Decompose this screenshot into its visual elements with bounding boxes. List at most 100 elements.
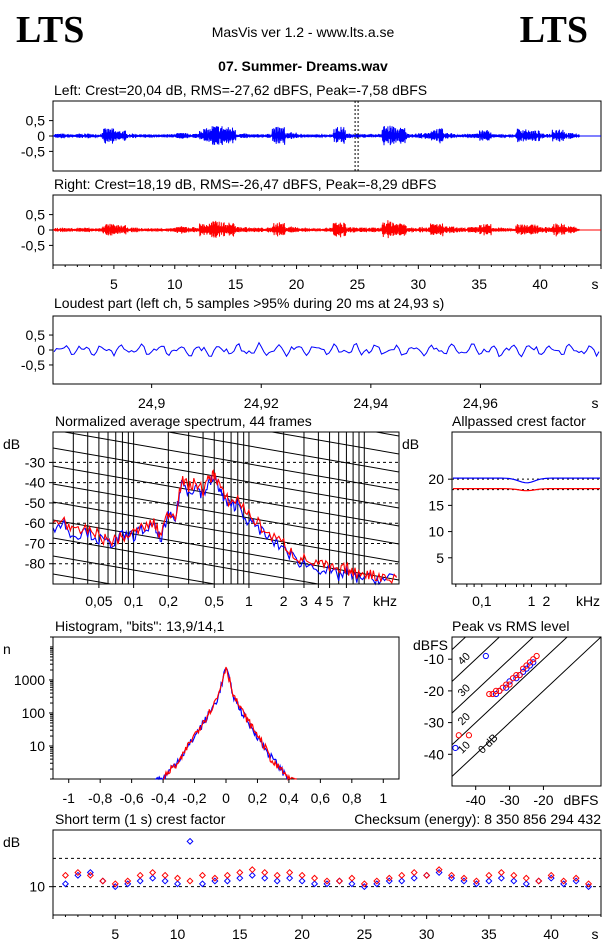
short-term-crest-point-blue [223, 877, 231, 885]
peak-vs-rms-ytick--20-label: -20 [424, 683, 444, 699]
short-term-crest-point-blue [311, 880, 319, 888]
peak-vs-rms-point-red [523, 662, 530, 669]
histogram-xtick-1: 1 [379, 790, 387, 806]
short-term-crest-xtick-20: 20 [294, 926, 310, 942]
short-term-crest-point-red [410, 868, 418, 877]
short-term-crest-point-blue [111, 883, 119, 891]
short-term-crest-point-red [99, 877, 107, 885]
short-term-crest-point-blue [435, 868, 443, 877]
right-waveform-ytick-0,5-label: 0,5 [26, 207, 46, 223]
short-term-crest-frame [52, 829, 602, 916]
histogram-frame [52, 636, 400, 780]
allpassed-crest-xtick-2: 2 [543, 593, 551, 609]
peak-vs-rms-frame [451, 636, 602, 787]
spectrum-xtick-0,05: 0,05 [85, 593, 112, 609]
left-waveform-trace [53, 125, 580, 146]
short-term-crest-point-red [323, 877, 331, 885]
loudest-part-xunit: s [592, 395, 599, 411]
short-term-crest-point-red [522, 874, 530, 882]
peak-vs-rms-point-red [489, 690, 496, 698]
left-waveform-ytick-0,5-label: 0,5 [26, 113, 46, 129]
short-term-crest-point-blue [74, 871, 82, 879]
short-term-crest-point-red [460, 874, 468, 882]
short-term-crest-point-blue [522, 880, 530, 888]
peak-vs-rms-point-blue [452, 744, 459, 752]
short-term-crest-xtick-15: 15 [232, 926, 248, 942]
short-term-crest-point-blue [335, 877, 343, 885]
spectrum-slope-line [53, 304, 399, 364]
left-waveform-title: Left: Crest=20,04 dB, RMS=-27,62 dBFS, P… [54, 82, 427, 98]
short-term-crest-point-red [298, 871, 306, 879]
peak-vs-rms-point-red [516, 671, 523, 679]
allpassed-crest-xtick-1: 1 [528, 593, 536, 609]
short-term-crest-point-red [423, 871, 431, 879]
right-waveform-xunit: s [592, 276, 599, 292]
spectrum-slope-line [53, 358, 399, 418]
short-term-crest-point-red [385, 874, 393, 882]
peak-vs-rms-diag-label-2: 20 [456, 711, 473, 728]
short-term-crest-point-red [472, 877, 480, 885]
short-term-crest-point-red [572, 874, 580, 882]
spectrum-slope-line [53, 519, 399, 581]
histogram-ylabel: n [3, 641, 11, 657]
peak-vs-rms-point-red [496, 687, 503, 694]
short-term-crest-point-blue [186, 837, 194, 845]
peak-vs-rms-point-red [486, 690, 493, 698]
allpassed-crest-xunit: kHz [576, 593, 600, 609]
spectrum-xtick-7: 7 [343, 593, 351, 609]
allpassed-crest-ytick-5-label: 5 [436, 550, 444, 566]
peak-vs-rms-point-red [499, 684, 506, 691]
peak-vs-rms-point-red [509, 675, 517, 682]
peak-vs-rms-point-blue [523, 665, 530, 672]
right-waveform-xtick-30: 30 [411, 276, 427, 292]
peak-vs-rms-point-blue [492, 690, 500, 698]
spectrum-slope-line [269, 432, 399, 455]
histogram-xtick-0,8: 0,8 [342, 790, 362, 806]
loudest-part-ytick--0,5-label: -0,5 [21, 357, 45, 373]
spectrum-xtick-1: 1 [245, 593, 253, 609]
short-term-crest-point-red [236, 868, 244, 877]
spectrum-slope-line [165, 432, 399, 473]
spectrum-slopes [53, 304, 399, 584]
spectrum-xtick-0,2: 0,2 [159, 593, 179, 609]
peak-vs-rms-diag-label-1: 30 [456, 682, 473, 699]
short-term-crest-point-red [448, 871, 456, 879]
loudest-part-ytick-0-label: 0 [37, 342, 45, 358]
short-term-crest-ylabel: dB [3, 834, 20, 850]
short-term-crest-point-blue [174, 880, 182, 888]
histogram-xtick-0,4: 0,4 [279, 790, 299, 806]
peak-vs-rms-diagonal-10 [452, 637, 568, 746]
short-term-crest-point-blue [124, 880, 132, 888]
short-term-crest-point-blue [286, 874, 294, 882]
histogram-xtick--0,6: -0,6 [120, 790, 144, 806]
short-term-crest-xtick-40: 40 [543, 926, 559, 942]
short-term-crest-point-red [348, 874, 356, 882]
short-term-crest-point-blue [585, 883, 593, 891]
short-term-crest-point-red [86, 871, 94, 879]
peak-vs-rms-point-blue [506, 678, 513, 685]
short-term-crest-point-red [497, 868, 505, 877]
short-term-crest-point-blue [149, 874, 157, 882]
spectrum-frame [52, 431, 400, 585]
short-term-crest-point-blue [485, 877, 493, 885]
loudest-part-xtick-24,9: 24,9 [138, 395, 165, 411]
short-term-crest-point-blue [236, 874, 244, 882]
peak-vs-rms-point-red [513, 671, 520, 679]
histogram-xtick-0,2: 0,2 [248, 790, 268, 806]
loudest-part-title: Loudest part (left ch, 5 samples >95% du… [54, 295, 444, 311]
peak-vs-rms-diagonals [452, 637, 601, 778]
peak-vs-rms-point-blue [482, 652, 489, 660]
short-term-crest-point-red [360, 880, 368, 888]
short-term-crest-point-blue [348, 880, 356, 888]
allpassed-crest-ylabel: dB [402, 436, 419, 452]
short-term-crest-point-red [174, 874, 182, 882]
short-term-crest-point-blue [398, 877, 406, 885]
spectrum-ylabel: dB [3, 436, 20, 452]
short-term-crest-point-red [223, 871, 231, 879]
peak-vs-rms-xtick--20: -20 [533, 792, 553, 808]
spectrum-grid [53, 432, 399, 584]
short-term-crest-point-red [74, 868, 82, 877]
short-term-crest-point-red [286, 868, 294, 877]
histogram-xtick--0,8: -0,8 [88, 790, 112, 806]
peak-vs-rms-ytick--10-label: -10 [424, 651, 444, 667]
